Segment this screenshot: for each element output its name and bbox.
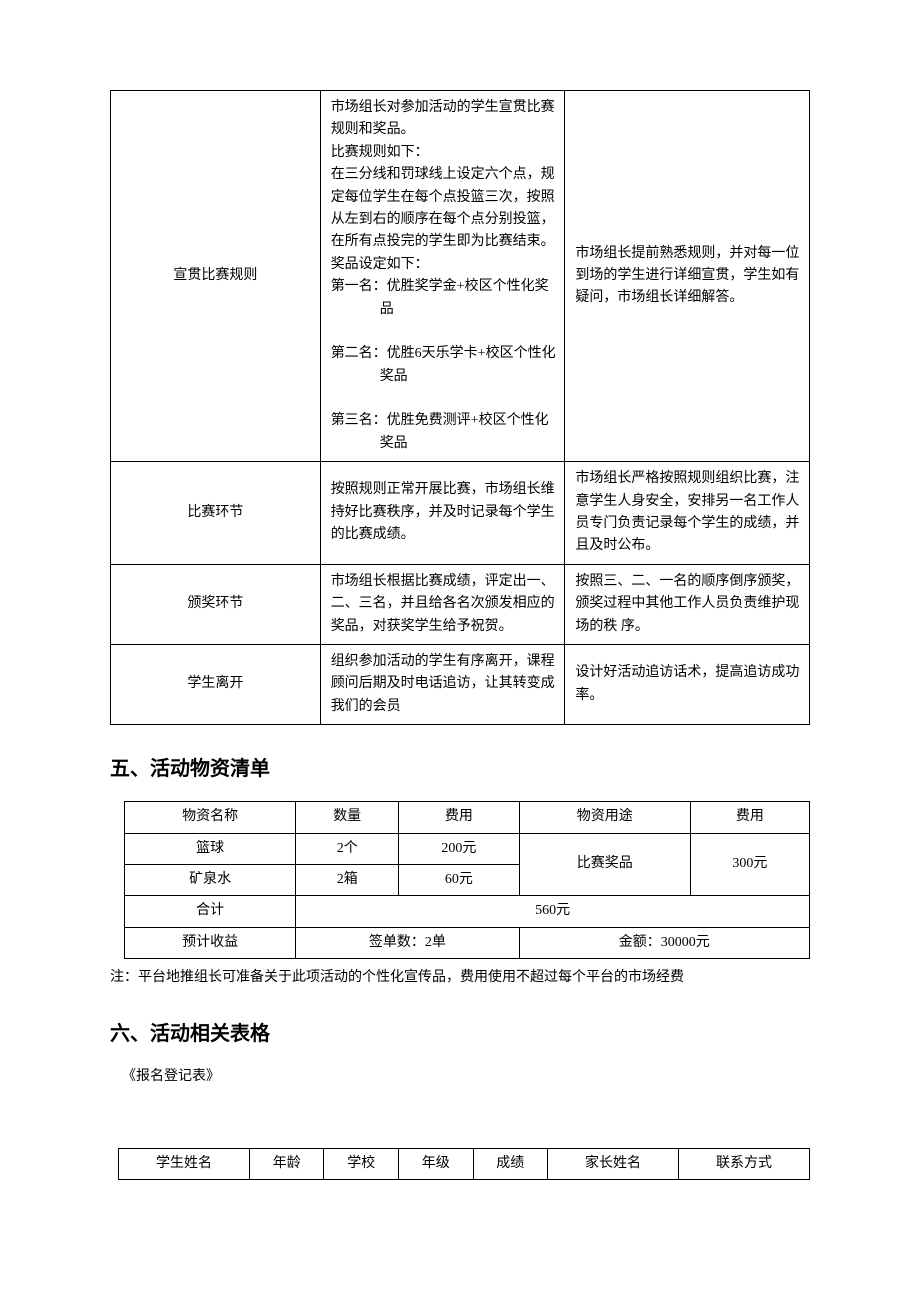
col-cost: 费用 (399, 802, 519, 833)
registration-form-title: 《报名登记表》 (122, 1066, 810, 1088)
mat-name: 篮球 (125, 833, 296, 864)
reg-col: 学生姓名 (119, 1148, 250, 1179)
section5-title: 五、活动物资清单 (110, 753, 810, 785)
step-name: 学生离开 (111, 644, 321, 724)
total-value: 560元 (296, 896, 810, 927)
reg-col: 成绩 (473, 1148, 548, 1179)
step-desc: 按照规则正常开展比赛，市场组长维持好比赛秩序，并及时记录每个学生的比赛成绩。 (320, 462, 565, 565)
step-name: 宣贯比赛规则 (111, 91, 321, 462)
revenue-orders: 签单数：2单 (296, 927, 519, 958)
materials-note: 注：平台地推组长可准备关于此项活动的个性化宣传品，费用使用不超过每个平台的市场经… (110, 967, 810, 989)
reg-col: 家长姓名 (548, 1148, 679, 1179)
step-name: 比赛环节 (111, 462, 321, 565)
mat-cost: 200元 (399, 833, 519, 864)
rules-table: 宣贯比赛规则市场组长对参加活动的学生宣贯比赛规则和奖品。 比赛规则如下： 在三分… (110, 90, 810, 725)
step-note: 市场组长提前熟悉规则，并对每一位到场的学生进行详细宣贯，学生如有疑问，市场组长详… (565, 91, 810, 462)
mat-name: 矿泉水 (125, 864, 296, 895)
section6-title: 六、活动相关表格 (110, 1018, 810, 1050)
mat-use: 比赛奖品 (519, 833, 690, 896)
col-cost2: 费用 (690, 802, 809, 833)
reg-col: 年级 (399, 1148, 474, 1179)
step-note: 设计好活动追访话术，提高追访成功率。 (565, 644, 810, 724)
mat-cost2: 300元 (690, 833, 809, 896)
step-desc: 市场组长对参加活动的学生宣贯比赛规则和奖品。 比赛规则如下： 在三分线和罚球线上… (320, 91, 565, 462)
mat-qty: 2个 (296, 833, 399, 864)
revenue-amount: 金额：30000元 (519, 927, 809, 958)
revenue-label: 预计收益 (125, 927, 296, 958)
reg-col: 联系方式 (679, 1148, 810, 1179)
col-qty: 数量 (296, 802, 399, 833)
col-material-name: 物资名称 (125, 802, 296, 833)
total-label: 合计 (125, 896, 296, 927)
step-desc: 市场组长根据比赛成绩，评定出一、二、三名，并且给各名次颁发相应的奖品，对获奖学生… (320, 564, 565, 644)
step-note: 市场组长严格按照规则组织比赛，注意学生人身安全，安排另一名工作人员专门负责记录每… (565, 462, 810, 565)
step-note: 按照三、二、一名的顺序倒序颁奖，颁奖过程中其他工作人员负责维护现场的秩 序。 (565, 564, 810, 644)
mat-cost: 60元 (399, 864, 519, 895)
step-name: 颁奖环节 (111, 564, 321, 644)
step-desc: 组织参加活动的学生有序离开，课程顾问后期及时电话追访，让其转变成我们的会员 (320, 644, 565, 724)
materials-table: 物资名称 数量 费用 物资用途 费用 篮球 2个 200元 比赛奖品 300元 … (124, 801, 810, 959)
reg-col: 年龄 (249, 1148, 324, 1179)
registration-table: 学生姓名年龄学校年级成绩家长姓名联系方式 (118, 1148, 810, 1180)
col-use: 物资用途 (519, 802, 690, 833)
mat-qty: 2箱 (296, 864, 399, 895)
reg-col: 学校 (324, 1148, 399, 1179)
